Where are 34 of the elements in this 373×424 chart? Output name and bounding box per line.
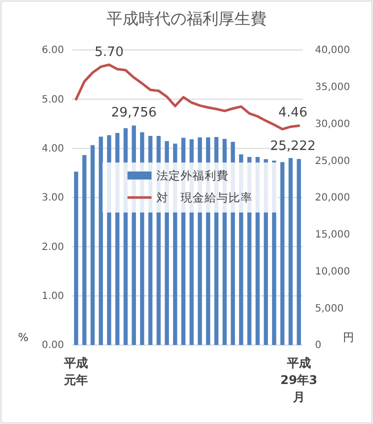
y2-tick-label: 40,000 — [315, 45, 350, 56]
bar — [74, 172, 78, 345]
y2-tick-label: 35,000 — [315, 82, 350, 94]
y2-tick-label: 5,000 — [315, 303, 344, 314]
y2-tick-label: 30,000 — [315, 118, 350, 130]
legend-label: 法定外福利費 — [156, 168, 228, 182]
y2-tick-label: 15,000 — [315, 230, 350, 241]
y-tick-label: 0.00 — [42, 340, 64, 352]
data-label: 25,222 — [270, 138, 316, 154]
chart-title: 平成時代の福利厚生費 — [106, 9, 266, 28]
x-tick-label: 平成元年 — [63, 356, 88, 387]
y-tick-label: 4.00 — [42, 144, 64, 155]
y2-tick-label: 0 — [315, 340, 322, 352]
y-tick-label: 2.00 — [42, 242, 64, 253]
bar — [82, 155, 86, 345]
y2-axis-title: 円 — [343, 331, 354, 344]
bar — [98, 136, 103, 345]
y-axis-title: % — [18, 331, 28, 344]
y-tick-label: 1.00 — [42, 291, 64, 302]
y-tick-label: 5.00 — [42, 94, 64, 106]
bar — [90, 145, 95, 345]
y-tick-label: 3.00 — [42, 192, 64, 204]
data-label: 29,756 — [111, 106, 157, 121]
y2-tick-label: 10,000 — [315, 266, 350, 278]
bar — [288, 158, 293, 345]
y2-tick-label: 20,000 — [315, 192, 350, 204]
y-tick-label: 6.00 — [42, 45, 64, 56]
bar — [296, 158, 301, 345]
bar — [280, 162, 284, 345]
data-label: 5.70 — [94, 44, 124, 60]
data-label: 4.46 — [278, 106, 308, 121]
y2-tick-label: 25,000 — [315, 156, 350, 167]
x-tick-label: 平成29年3月 — [280, 356, 318, 404]
legend-label: 対 現金給与比率 — [156, 190, 252, 204]
